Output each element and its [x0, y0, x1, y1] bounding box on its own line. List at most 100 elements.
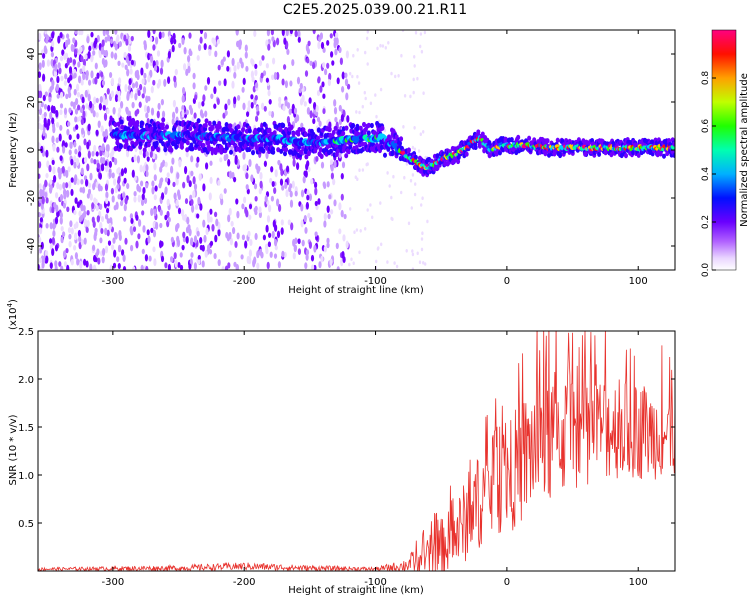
heatmap-cell	[138, 186, 142, 193]
heatmap-cell	[201, 112, 205, 119]
heatmap-cell	[117, 194, 121, 200]
heatmap-cell	[62, 202, 66, 209]
heatmap-cell	[114, 157, 118, 166]
heatmap-cell	[79, 260, 83, 269]
heatmap-cell	[323, 220, 327, 228]
heatmap-cell	[363, 90, 366, 95]
heatmap-cell	[38, 183, 42, 190]
heatmap-cell	[68, 233, 72, 240]
heatmap-cell	[321, 81, 325, 88]
heatmap-cell	[364, 50, 367, 55]
heatmap-cell	[40, 241, 44, 250]
heatmap-cell	[59, 194, 64, 202]
heatmap-cell	[213, 253, 217, 260]
heatmap-cell	[105, 144, 109, 152]
heatmap-cell	[188, 228, 192, 237]
heatmap-cell	[233, 71, 237, 79]
heatmap-cell	[336, 77, 340, 85]
heatmap-cell	[196, 54, 200, 61]
heatmap-cell	[146, 142, 151, 148]
heatmap-cell	[423, 30, 427, 35]
heatmap-cell	[205, 162, 209, 170]
heatmap-cell	[199, 236, 203, 244]
heatmap-cell	[317, 41, 321, 50]
heatmap-cell	[241, 86, 245, 93]
heatmap-cell	[406, 148, 411, 154]
heatmap-cell	[59, 109, 63, 116]
heatmap-cell	[141, 248, 145, 255]
heatmap-cell	[417, 149, 421, 153]
heatmap-cell	[250, 58, 254, 65]
heatmap-cell	[146, 229, 150, 236]
heatmap-cell	[87, 188, 92, 196]
heatmap-cell	[183, 63, 187, 71]
heatmap-cell	[412, 90, 415, 95]
heatmap-cell	[60, 265, 64, 270]
heatmap-cell	[301, 146, 306, 152]
heatmap-cell	[267, 43, 271, 51]
heatmap-cell	[379, 87, 383, 92]
heatmap-cell	[205, 227, 209, 236]
heatmap-cell	[66, 128, 70, 136]
colorbar-tick-label: 0.2	[701, 215, 711, 229]
heatmap-cell	[38, 71, 42, 78]
heatmap-cell	[63, 193, 67, 200]
heatmap-cell	[123, 216, 127, 222]
heatmap-cell	[82, 110, 86, 119]
heatmap-cell	[297, 248, 301, 255]
heatmap-cell	[289, 30, 293, 35]
heatmap-cell	[261, 102, 265, 111]
heatmap-cell	[362, 121, 366, 128]
heatmap-cell	[68, 91, 72, 99]
snr-panel: -300 -200 -100 0 100 0.5 1.0 1.5 2.0 2.5 Height …	[6, 299, 676, 596]
heatmap-cell	[264, 195, 268, 203]
heatmap-cell	[94, 37, 98, 45]
heatmap-cell	[369, 101, 373, 106]
heatmap-cell	[183, 46, 187, 55]
heatmap-cell	[227, 262, 231, 269]
heatmap-cell	[56, 75, 60, 84]
heatmap-cell	[94, 198, 98, 205]
heatmap-cell	[326, 205, 330, 213]
heatmap-cell	[38, 142, 41, 150]
heatmap-cell	[160, 162, 164, 169]
heatmap-cell	[397, 74, 400, 78]
heatmap-cell	[322, 93, 326, 99]
heatmap-cell	[74, 116, 78, 123]
heatmap-cell	[59, 55, 64, 62]
heatmap-cell	[330, 209, 334, 215]
heatmap-cell	[276, 37, 280, 46]
heatmap-cell	[158, 78, 162, 87]
heatmap-cell	[117, 94, 121, 102]
heatmap-cell	[315, 105, 319, 113]
heatmap-cell	[181, 244, 185, 251]
heatmap-cell	[263, 105, 267, 112]
heatmap-cell	[345, 92, 349, 101]
heatmap-cell	[267, 241, 271, 248]
heatmap-cell	[265, 247, 269, 255]
heatmap-cell	[308, 97, 312, 104]
heatmap-cell	[135, 81, 139, 89]
heatmap-cell	[307, 166, 311, 173]
heatmap-cell	[101, 57, 105, 66]
heatmap-cell	[244, 240, 248, 249]
heatmap-cell	[76, 133, 80, 140]
heatmap-cell	[175, 106, 179, 114]
heatmap-cell	[338, 46, 342, 54]
heatmap-cell	[125, 55, 129, 64]
heatmap-cell	[210, 93, 214, 100]
heatmap-cell	[144, 254, 148, 262]
heatmap-cell	[92, 50, 96, 56]
heatmap-cell	[105, 150, 109, 158]
heatmap-cell	[262, 234, 266, 241]
heatmap-cell	[176, 172, 180, 180]
heatmap-cell	[256, 127, 261, 133]
heatmap-cell	[38, 196, 43, 204]
heatmap-cell	[156, 110, 160, 119]
heatmap-cell	[99, 96, 103, 104]
heatmap-cell	[74, 252, 78, 260]
heatmap-cell	[196, 230, 200, 237]
heatmap-cell	[322, 62, 326, 69]
heatmap-cell	[199, 244, 203, 251]
heatmap-cell	[38, 90, 41, 99]
